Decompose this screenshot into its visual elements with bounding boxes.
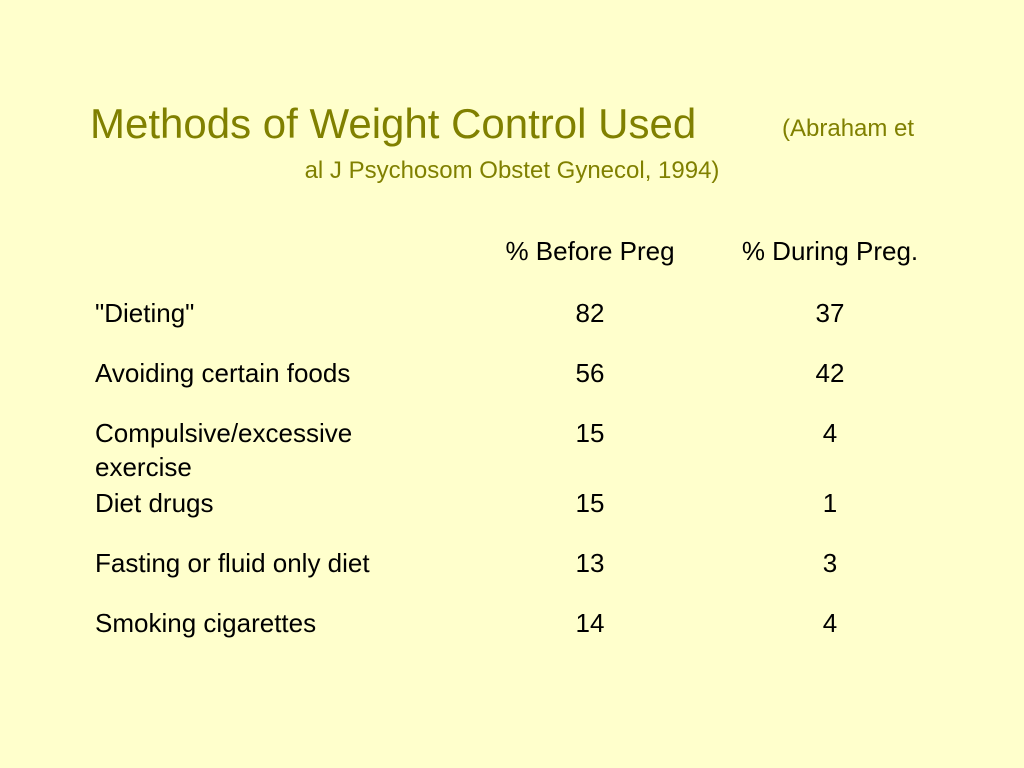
row-label: "Dieting" — [95, 298, 195, 328]
header-during-preg: % During Preg. — [741, 236, 919, 266]
value-before-preg: 14 — [575, 608, 605, 638]
table-row: Avoiding certain foods 56 42 — [95, 356, 955, 416]
value-before-preg: 15 — [575, 488, 605, 518]
table-row: Diet drugs 15 1 — [95, 486, 955, 546]
value-before-preg: 13 — [575, 548, 605, 578]
row-label: Fasting or fluid only diet — [95, 548, 370, 578]
weight-control-table: % Before Preg % During Preg. "Dieting" 8… — [95, 236, 955, 666]
value-before-preg: 56 — [575, 358, 605, 388]
value-during-preg: 37 — [815, 298, 845, 328]
table-row: Compulsive/excessive exercise 15 4 — [95, 416, 955, 486]
slide-title: Methods of Weight Control Used (Abraham … — [60, 95, 964, 183]
table-row: Smoking cigarettes 14 4 — [95, 606, 955, 666]
value-during-preg: 3 — [822, 548, 838, 578]
row-label: Avoiding certain foods — [95, 358, 351, 388]
row-label: Diet drugs — [95, 488, 214, 518]
value-during-preg: 4 — [822, 608, 838, 638]
row-label: Smoking cigarettes — [95, 608, 317, 638]
table-row: "Dieting" 82 37 — [95, 296, 955, 356]
value-during-preg: 4 — [822, 418, 838, 448]
citation-line-1: (Abraham et — [782, 115, 915, 142]
table-header-row: % Before Preg % During Preg. — [95, 236, 955, 276]
header-before-preg: % Before Preg — [505, 236, 675, 266]
table-row: Fasting or fluid only diet 13 3 — [95, 546, 955, 606]
row-label: Compulsive/excessive exercise — [95, 418, 353, 482]
value-during-preg: 1 — [822, 488, 838, 518]
value-before-preg: 15 — [575, 418, 605, 448]
page-title: Methods of Weight Control Used — [90, 100, 697, 147]
value-during-preg: 42 — [815, 358, 845, 388]
title-line: Methods of Weight Control Used (Abraham … — [60, 95, 964, 145]
citation-line-2: al J Psychosom Obstet Gynecol, 1994) — [304, 157, 720, 184]
value-before-preg: 82 — [575, 298, 605, 328]
